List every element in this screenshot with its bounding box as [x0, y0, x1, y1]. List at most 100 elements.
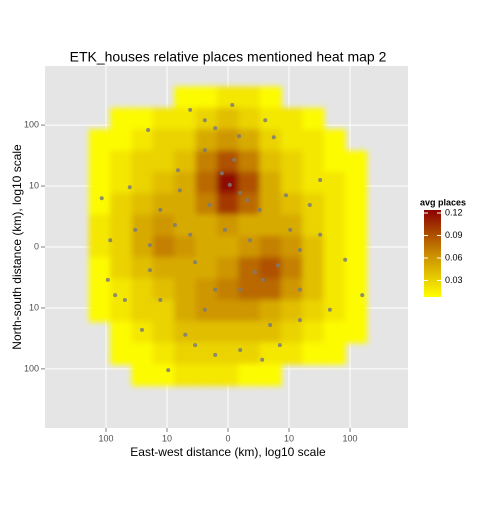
density-cell	[195, 150, 218, 173]
density-cell	[216, 363, 240, 387]
density-cell	[195, 214, 218, 237]
point	[252, 269, 257, 274]
density-cell	[259, 257, 282, 280]
point	[122, 298, 127, 303]
density-cell	[344, 171, 368, 195]
density-cell	[280, 107, 304, 131]
point	[177, 188, 182, 193]
density-cell	[280, 214, 304, 237]
x-axis-label: East-west distance (km), log10 scale	[130, 445, 326, 459]
density-cell	[259, 321, 282, 344]
point	[158, 207, 163, 212]
density-cell	[195, 86, 218, 109]
density-cell	[302, 214, 325, 237]
y-tick-label: 10	[29, 302, 39, 312]
point	[298, 318, 303, 323]
y-tick-label: 100	[24, 363, 39, 373]
density-cell	[174, 342, 197, 365]
density-cell	[302, 129, 325, 152]
point	[202, 118, 207, 123]
density-cell	[88, 235, 112, 259]
density-cell	[238, 363, 261, 387]
density-cell	[216, 107, 240, 131]
legend-tick-label: 0.12	[445, 207, 463, 217]
density-cell	[259, 86, 282, 109]
point	[108, 238, 113, 243]
density-cell	[131, 129, 154, 152]
density-cell	[152, 342, 176, 365]
y-tick-label: 10	[29, 180, 39, 190]
density-cell	[259, 193, 282, 216]
density-cell	[344, 278, 368, 301]
density-cell	[174, 299, 197, 323]
density-cell	[302, 193, 325, 216]
point	[327, 307, 332, 312]
density-cell	[280, 193, 304, 216]
density-cell	[323, 342, 346, 365]
density-cell	[152, 321, 176, 344]
density-cell	[238, 171, 261, 195]
density-cell	[323, 171, 346, 195]
point	[230, 103, 235, 108]
density-cell	[280, 129, 304, 152]
density-cell	[110, 150, 133, 173]
point	[133, 227, 138, 232]
points-layer	[99, 103, 365, 373]
legend-colorbar	[424, 210, 441, 297]
point	[193, 343, 198, 348]
y-axis-label: North-south distance (km), log10 scale	[10, 144, 24, 350]
point	[219, 171, 224, 176]
point	[276, 263, 281, 268]
density-cell	[280, 171, 304, 195]
density-cell	[259, 150, 282, 173]
chart-title: ETK_houses relative places mentioned hea…	[70, 49, 387, 65]
density-cell	[110, 214, 133, 237]
density-cell	[302, 342, 325, 365]
density-cell	[259, 342, 282, 365]
density-cell	[195, 193, 218, 216]
point	[213, 287, 218, 292]
point	[227, 182, 232, 187]
density-cell	[238, 214, 261, 237]
point	[318, 177, 323, 182]
density-cell	[152, 214, 176, 237]
point	[238, 287, 243, 292]
density-cell	[152, 193, 176, 216]
density-cell	[174, 193, 197, 216]
density-cell	[131, 150, 154, 173]
density-cell	[216, 235, 240, 259]
density-cell	[259, 214, 282, 237]
density-cell	[259, 299, 282, 323]
density-cell	[238, 86, 261, 109]
point	[268, 323, 273, 328]
density-cell	[131, 107, 154, 131]
density-cell	[216, 299, 240, 323]
density-cell	[174, 321, 197, 344]
density-cell	[131, 299, 154, 323]
density-cell	[216, 278, 240, 301]
point	[260, 357, 265, 362]
density-cell	[238, 299, 261, 323]
density-cell	[302, 107, 325, 131]
density-cell	[259, 129, 282, 152]
density-cell	[216, 171, 240, 195]
density-cell	[216, 193, 240, 216]
x-tick-label: 0	[226, 433, 231, 443]
point	[147, 268, 152, 273]
density-cell	[152, 278, 176, 301]
density-cell	[110, 278, 133, 301]
density-cell	[131, 363, 154, 387]
point	[175, 168, 180, 173]
density-layer	[88, 86, 368, 387]
point	[188, 107, 193, 112]
legend-tick-label: 0.06	[445, 252, 463, 262]
density-cell	[131, 214, 154, 237]
density-cell	[131, 235, 154, 259]
point	[238, 190, 243, 195]
density-cell	[280, 342, 304, 365]
point	[277, 343, 282, 348]
density-cell	[238, 235, 261, 259]
density-cell	[195, 129, 218, 152]
density-cell	[88, 257, 112, 280]
